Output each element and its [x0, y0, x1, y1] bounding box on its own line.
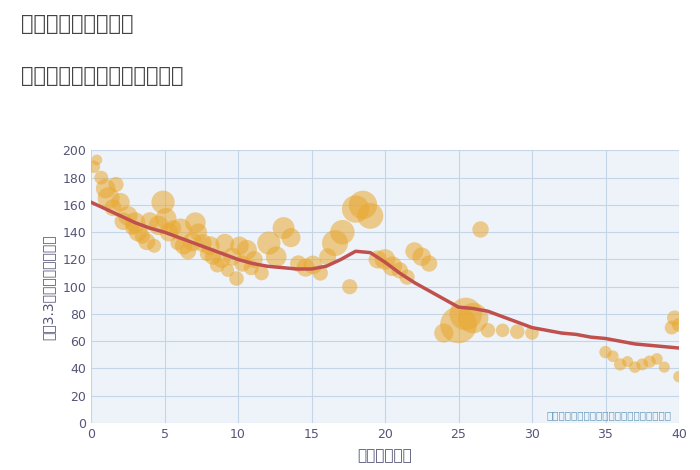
Point — [293, 260, 304, 267]
Text: 円の大きさは、取引のあった物件面積を示す: 円の大きさは、取引のあった物件面積を示す — [547, 410, 672, 420]
Point — [344, 283, 356, 290]
Point — [202, 250, 213, 258]
Point — [497, 327, 508, 334]
Point — [307, 261, 318, 269]
Point — [526, 329, 538, 337]
Point — [475, 226, 486, 233]
Point — [168, 224, 179, 232]
Text: 築年数別中古マンション価格: 築年数別中古マンション価格 — [21, 66, 183, 86]
Point — [248, 256, 260, 263]
Point — [330, 239, 341, 247]
Point — [365, 212, 376, 219]
Point — [204, 242, 216, 250]
Point — [600, 348, 611, 356]
Point — [286, 234, 297, 242]
Point — [88, 163, 99, 171]
Point — [608, 352, 619, 360]
Point — [132, 228, 144, 236]
Point — [300, 264, 312, 271]
Point — [659, 363, 670, 371]
Point — [212, 261, 223, 269]
Point — [160, 215, 172, 222]
Point — [358, 201, 369, 209]
Point — [178, 242, 189, 250]
Point — [337, 228, 348, 236]
Point — [197, 239, 209, 247]
Point — [222, 266, 233, 274]
Point — [468, 314, 479, 322]
Point — [141, 238, 153, 245]
X-axis label: 築年数（年）: 築年数（年） — [358, 448, 412, 463]
Point — [163, 228, 174, 236]
Point — [461, 310, 472, 318]
Point — [153, 222, 164, 229]
Point — [402, 274, 413, 281]
Point — [115, 198, 126, 206]
Point — [227, 253, 238, 260]
Point — [187, 238, 198, 245]
Point — [158, 198, 169, 206]
Point — [615, 360, 626, 368]
Point — [136, 233, 148, 240]
Point — [130, 219, 141, 227]
Point — [118, 218, 129, 225]
Point — [256, 269, 267, 277]
Point — [644, 358, 655, 366]
Point — [409, 248, 420, 255]
Y-axis label: 坪（3.3㎡）単価（万円）: 坪（3.3㎡）単価（万円） — [41, 234, 55, 339]
Point — [183, 248, 194, 255]
Point — [350, 205, 361, 213]
Point — [386, 262, 398, 270]
Point — [271, 253, 282, 260]
Point — [322, 253, 333, 260]
Point — [234, 242, 245, 250]
Point — [652, 355, 663, 363]
Point — [246, 264, 257, 271]
Point — [673, 373, 685, 380]
Point — [438, 329, 449, 337]
Text: 東京都玉川学園前駅: 東京都玉川学園前駅 — [21, 14, 134, 34]
Point — [673, 321, 685, 329]
Point — [666, 324, 678, 331]
Point — [372, 256, 384, 263]
Point — [453, 321, 464, 329]
Point — [108, 204, 119, 212]
Point — [231, 275, 242, 282]
Point — [207, 253, 218, 260]
Point — [96, 174, 107, 181]
Point — [241, 246, 253, 254]
Point — [263, 239, 274, 247]
Point — [512, 328, 523, 336]
Point — [190, 219, 201, 227]
Point — [144, 218, 155, 225]
Point — [622, 358, 634, 366]
Point — [424, 260, 435, 267]
Point — [379, 256, 391, 263]
Point — [416, 253, 427, 260]
Point — [637, 360, 648, 368]
Point — [100, 185, 111, 192]
Point — [278, 224, 289, 232]
Point — [103, 195, 114, 202]
Point — [122, 212, 133, 219]
Point — [482, 327, 493, 334]
Point — [394, 266, 405, 274]
Point — [193, 228, 204, 236]
Point — [237, 260, 248, 267]
Point — [148, 242, 160, 250]
Point — [629, 363, 641, 371]
Point — [127, 224, 138, 232]
Point — [91, 156, 102, 164]
Point — [111, 181, 122, 188]
Point — [669, 314, 680, 322]
Point — [175, 226, 186, 233]
Point — [219, 239, 230, 247]
Point — [172, 239, 183, 247]
Point — [216, 256, 228, 263]
Point — [315, 269, 326, 277]
